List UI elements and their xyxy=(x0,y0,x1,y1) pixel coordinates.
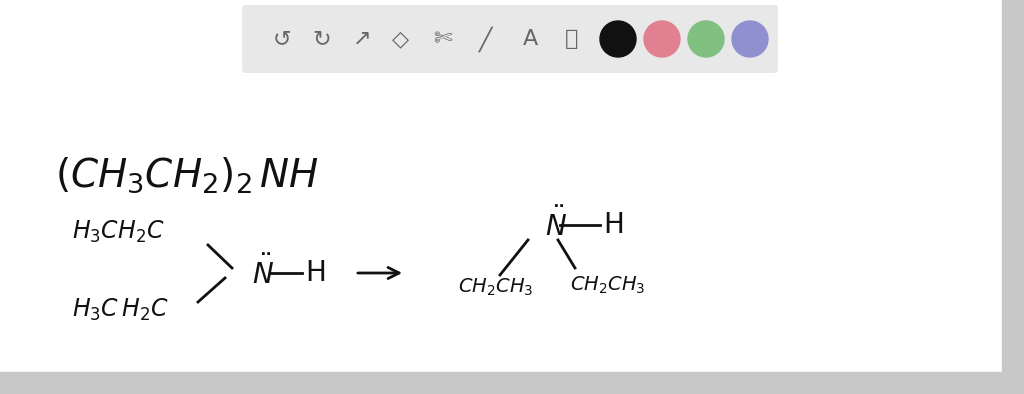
Text: $H_3CH_2C$: $H_3CH_2C$ xyxy=(72,219,165,245)
Text: ╱: ╱ xyxy=(479,26,493,52)
Text: ↺: ↺ xyxy=(272,29,291,49)
Text: $(CH_3CH_2)_2\,NH$: $(CH_3CH_2)_2\,NH$ xyxy=(55,155,319,195)
Text: $CH_2CH_3$: $CH_2CH_3$ xyxy=(458,276,534,297)
Bar xyxy=(0,372,1024,394)
Text: A: A xyxy=(522,29,538,49)
Text: $\ddot{N}$: $\ddot{N}$ xyxy=(545,208,567,242)
Circle shape xyxy=(688,21,724,57)
Text: H: H xyxy=(305,259,326,287)
Text: ✄: ✄ xyxy=(434,29,453,49)
Text: H: H xyxy=(603,211,624,239)
Text: ◇: ◇ xyxy=(391,29,409,49)
Text: ⬛: ⬛ xyxy=(565,29,579,49)
Text: $CH_2CH_3$: $CH_2CH_3$ xyxy=(570,274,645,296)
Circle shape xyxy=(644,21,680,57)
Text: ↗: ↗ xyxy=(352,29,372,49)
FancyBboxPatch shape xyxy=(242,5,778,73)
Text: ↻: ↻ xyxy=(312,29,332,49)
Circle shape xyxy=(600,21,636,57)
Text: $H_3C\,H_2C$: $H_3C\,H_2C$ xyxy=(72,297,169,323)
Text: $\ddot{N}$: $\ddot{N}$ xyxy=(252,256,274,290)
Bar xyxy=(1002,0,1024,394)
Circle shape xyxy=(732,21,768,57)
